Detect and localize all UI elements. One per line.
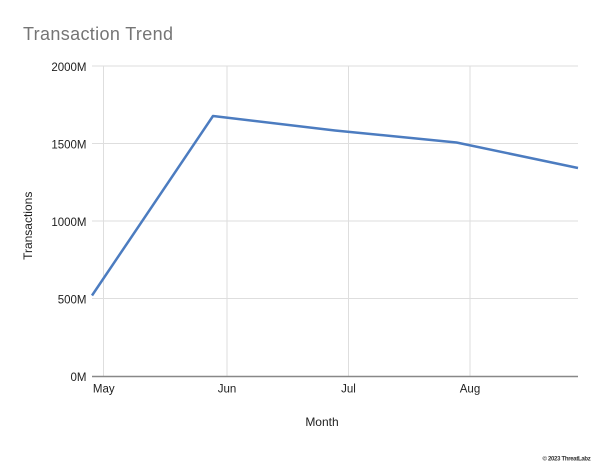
svg-text:1000M: 1000M	[51, 217, 86, 229]
svg-text:1500M: 1500M	[51, 140, 86, 152]
svg-text:Jun: Jun	[218, 384, 237, 396]
svg-text:500M: 500M	[58, 295, 87, 307]
svg-text:Month: Month	[305, 415, 338, 429]
svg-text:© 2023 ThreatLabz: © 2023 ThreatLabz	[542, 456, 590, 463]
svg-text:0M: 0M	[71, 372, 87, 384]
svg-text:Transactions: Transactions	[21, 192, 35, 260]
svg-text:2000M: 2000M	[51, 62, 86, 74]
svg-text:Jul: Jul	[341, 384, 356, 396]
svg-text:Transaction Trend: Transaction Trend	[23, 24, 173, 44]
svg-text:Aug: Aug	[460, 384, 480, 396]
svg-text:May: May	[93, 384, 115, 396]
